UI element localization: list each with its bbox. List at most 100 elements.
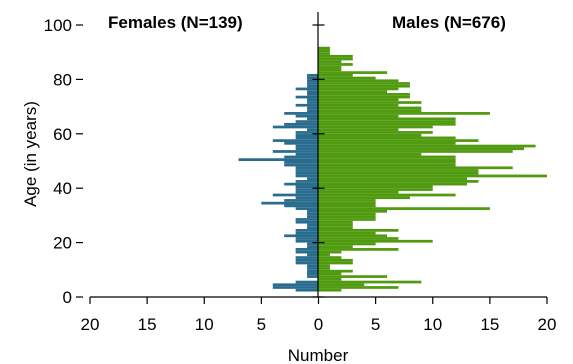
male-bar xyxy=(318,112,490,115)
male-bar xyxy=(318,250,342,254)
female-bar xyxy=(307,215,319,219)
female-bar xyxy=(307,76,319,80)
female-bar xyxy=(272,139,319,142)
male-bar xyxy=(318,117,456,121)
male-bar xyxy=(318,277,342,281)
male-bar xyxy=(318,215,376,219)
x-axis-ticks: 20 15 10 5 0 5 10 15 20 xyxy=(81,297,557,334)
female-bar xyxy=(284,112,319,115)
female-bar xyxy=(295,171,319,175)
female-bar xyxy=(295,207,319,210)
male-bar xyxy=(318,245,353,249)
male-bar xyxy=(318,114,399,118)
female-bar xyxy=(295,188,319,191)
male-bar xyxy=(318,242,376,246)
x-axis-label: Number xyxy=(288,346,349,364)
female-bar xyxy=(295,196,319,200)
male-bar xyxy=(318,264,330,268)
male-bar xyxy=(318,188,433,191)
female-bar xyxy=(261,201,319,205)
male-bar xyxy=(318,193,456,197)
y-axis-label: Age (in years) xyxy=(21,101,40,207)
male-bar xyxy=(318,133,422,137)
male-bar xyxy=(318,166,513,170)
female-bar xyxy=(295,120,319,123)
female-bar xyxy=(307,79,319,83)
male-bar xyxy=(318,269,353,273)
male-bar xyxy=(318,196,410,200)
x-tick-label: 15 xyxy=(138,315,157,334)
female-bar xyxy=(295,169,319,172)
female-bar xyxy=(295,166,319,170)
x-tick-label: 10 xyxy=(423,315,442,334)
female-bar xyxy=(295,136,319,140)
female-bar xyxy=(295,280,319,284)
male-bar xyxy=(318,275,388,278)
female-bar xyxy=(295,152,319,156)
female-bar xyxy=(272,283,319,287)
male-bar xyxy=(318,65,342,69)
female-bar xyxy=(295,256,319,259)
male-bar xyxy=(318,52,330,55)
female-bar xyxy=(284,204,319,208)
male-bar xyxy=(318,226,353,229)
female-bar xyxy=(284,161,319,164)
male-bar xyxy=(318,128,399,132)
female-bar xyxy=(295,103,319,107)
female-bar xyxy=(307,101,319,104)
y-tick-label: 40 xyxy=(53,179,72,198)
female-bar xyxy=(295,239,319,243)
female-bar xyxy=(284,141,319,145)
male-bar xyxy=(318,182,468,186)
female-bar xyxy=(307,90,319,93)
female-bar xyxy=(295,185,319,189)
x-tick-label: 15 xyxy=(480,315,499,334)
x-tick-label: 5 xyxy=(371,315,380,334)
female-bar xyxy=(307,267,319,270)
male-bar xyxy=(318,161,456,164)
female-bar xyxy=(307,226,319,229)
male-bar xyxy=(318,199,376,202)
male-bar xyxy=(318,171,479,175)
male-bars xyxy=(318,46,547,292)
female-bar xyxy=(307,212,319,216)
y-tick-label: 100 xyxy=(44,16,72,35)
female-bar xyxy=(295,95,319,99)
male-bar xyxy=(318,212,376,216)
female-bar xyxy=(284,182,319,186)
male-bar xyxy=(318,49,330,53)
male-bar xyxy=(318,122,456,126)
y-tick-label: 20 xyxy=(53,234,72,253)
y-tick-label: 0 xyxy=(63,288,72,307)
male-bar xyxy=(318,256,342,259)
female-bar xyxy=(307,128,319,132)
female-bar xyxy=(307,109,319,113)
male-bar xyxy=(318,231,376,235)
female-bar xyxy=(284,155,319,159)
male-bar xyxy=(318,201,376,205)
female-bar xyxy=(295,133,319,137)
male-bar xyxy=(318,229,399,232)
male-bar xyxy=(318,141,456,145)
male-bar xyxy=(318,147,525,151)
male-bar xyxy=(318,286,399,289)
female-bar xyxy=(307,84,319,88)
male-bar xyxy=(318,258,353,262)
male-bar xyxy=(318,163,456,167)
male-bar xyxy=(318,267,330,270)
female-bar xyxy=(238,158,319,161)
x-tick-label: 0 xyxy=(314,315,323,334)
female-bar xyxy=(284,163,319,167)
female-bar xyxy=(307,98,319,102)
female-bar xyxy=(307,269,319,273)
male-bar xyxy=(318,261,353,265)
female-bar xyxy=(295,237,319,240)
male-bar xyxy=(318,177,468,181)
male-bar xyxy=(318,150,513,153)
female-bar xyxy=(295,229,319,232)
male-bar xyxy=(318,98,399,102)
male-bar xyxy=(318,283,365,287)
female-bar xyxy=(307,275,319,278)
female-bar xyxy=(295,250,319,254)
x-tick-label: 20 xyxy=(538,315,557,334)
